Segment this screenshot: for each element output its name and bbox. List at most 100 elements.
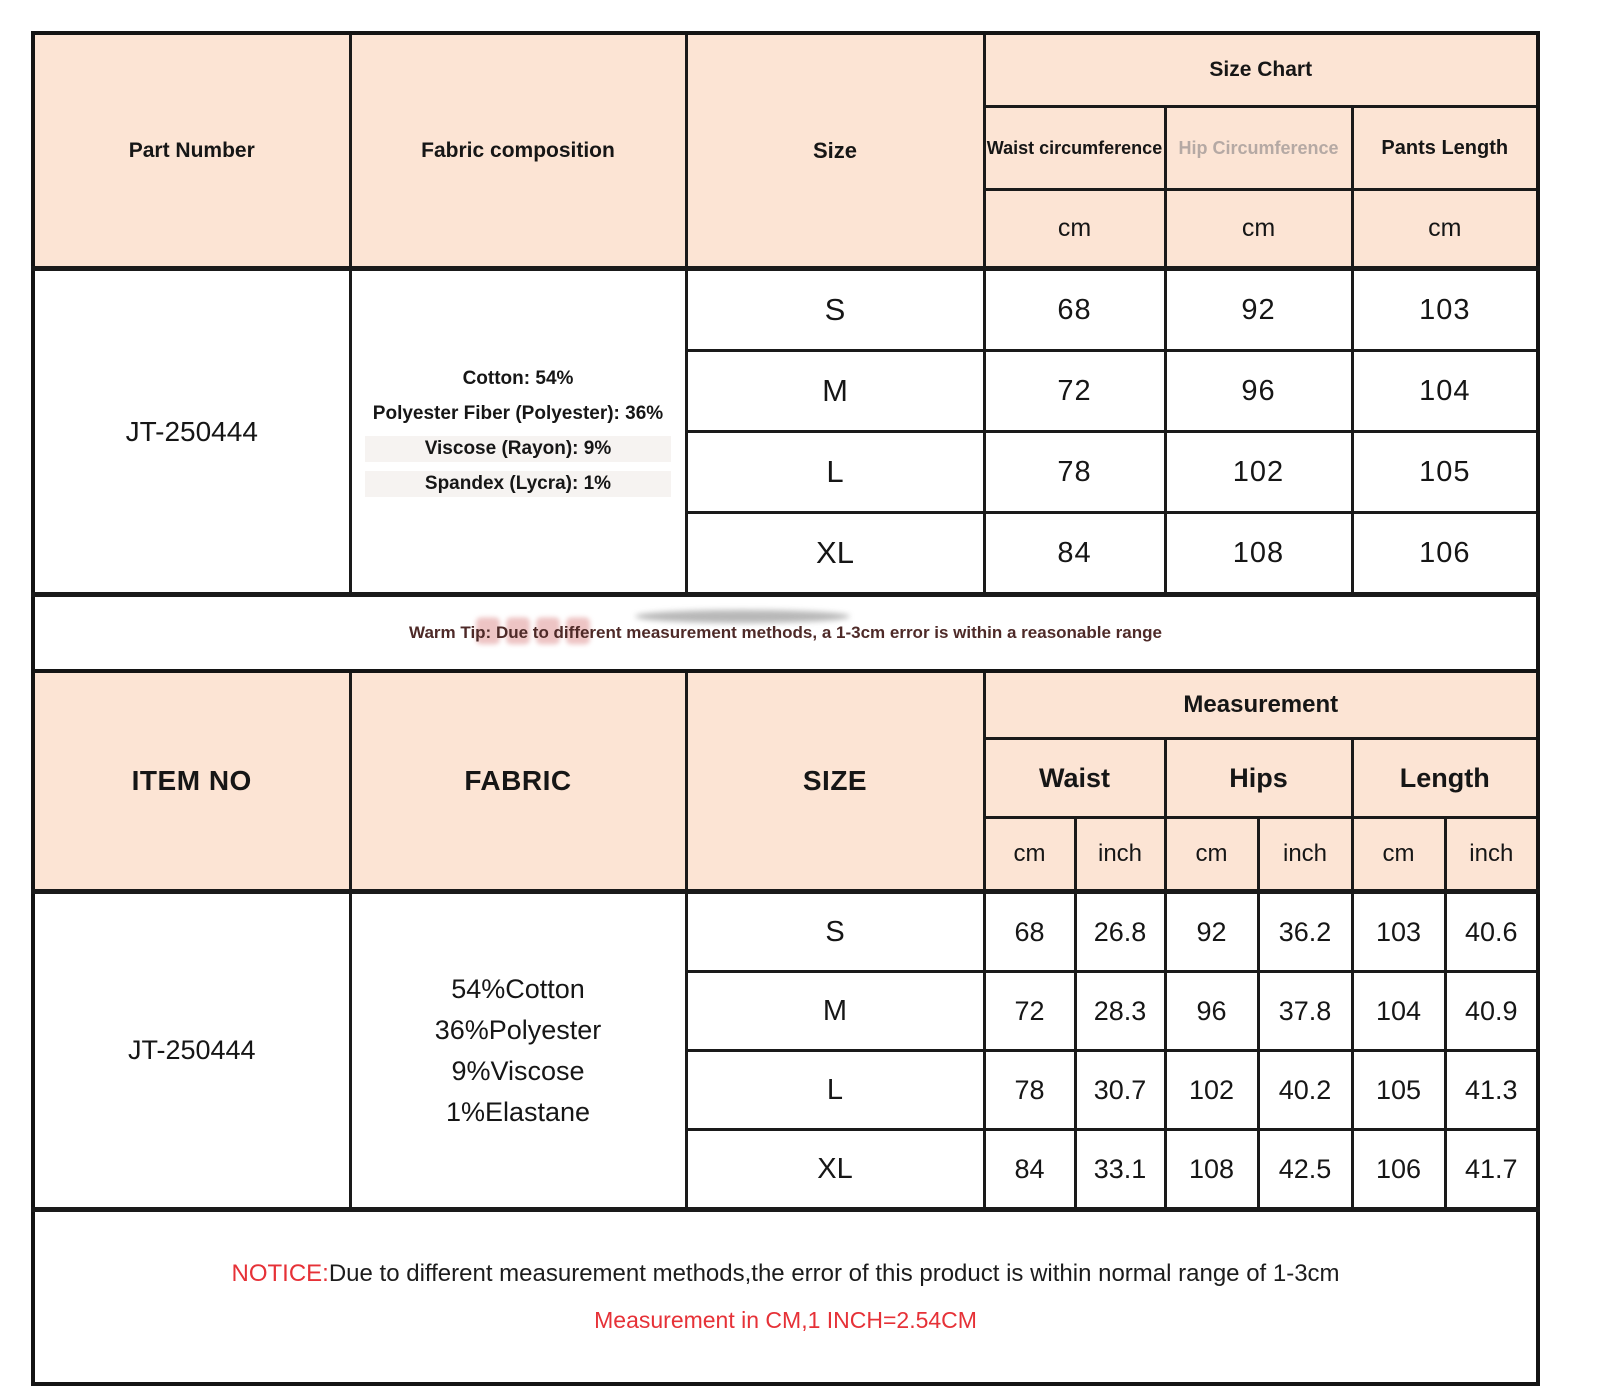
header-item-no: ITEM NO <box>31 669 352 894</box>
hips-inch-cell: 37.8 <box>1256 970 1354 1052</box>
length-inch-cell: 40.6 <box>1443 890 1540 973</box>
unit-cell-waist-cm: cm <box>982 188 1167 271</box>
unit-cell-inch: inch <box>1073 816 1167 894</box>
gray-smudge-artifact <box>635 610 850 623</box>
header-fabric: FABRIC <box>348 669 688 894</box>
size-cell: L <box>684 430 986 514</box>
length-value-cell: 106 <box>1350 511 1540 596</box>
hip-value-cell: 96 <box>1163 349 1354 433</box>
length-cm-cell: 104 <box>1350 970 1447 1052</box>
unit-cell-inch: inch <box>1256 816 1354 894</box>
warm-tip-row: Warm Tip: Due to different measurement m… <box>31 592 1540 673</box>
waist-inch-cell: 26.8 <box>1073 890 1167 973</box>
hips-cm-cell: 108 <box>1163 1128 1260 1211</box>
table-row: M 72 96 104 <box>33 349 1540 433</box>
header-hips: Hips <box>1163 737 1354 819</box>
fabric-line: Polyester Fiber (Polyester): 36% <box>372 403 664 424</box>
fabric-line: 54%Cotton <box>451 973 585 1004</box>
table-row: L 78 102 105 <box>33 430 1540 514</box>
hips-inch-cell: 42.5 <box>1256 1128 1354 1211</box>
unit-cell-hip-cm: cm <box>1163 188 1354 271</box>
waist-cm-cell: 78 <box>982 1049 1077 1131</box>
header-waist: Waist <box>982 737 1167 819</box>
unit-cell-cm: cm <box>1350 816 1447 894</box>
notice-row: NOTICE:Due to different measurement meth… <box>31 1207 1540 1386</box>
unit-cell-length-cm: cm <box>1350 188 1540 271</box>
notice-line-1: NOTICE:Due to different measurement meth… <box>36 1260 1535 1288</box>
table-row: XL 84 33.1 108 42.5 106 41.7 <box>33 1128 1540 1211</box>
length-cm-cell: 103 <box>1350 890 1447 973</box>
fabric-line: Spandex (Lycra): 1% <box>364 471 672 497</box>
size-cell: M <box>684 349 986 433</box>
length-value-cell: 105 <box>1350 430 1540 514</box>
header-waist-circumference: Waist circumference <box>982 105 1167 191</box>
fabric-composition-value: Cotton: 54% Polyester Fiber (Polyester):… <box>348 267 688 596</box>
hips-inch-cell: 40.2 <box>1256 1049 1354 1131</box>
waist-value-cell: 72 <box>982 349 1167 433</box>
waist-inch-cell: 28.3 <box>1073 970 1167 1052</box>
header-fabric-composition: Fabric composition <box>348 31 688 271</box>
waist-inch-cell: 33.1 <box>1073 1128 1167 1211</box>
header-hip-circumference: Hip Circumference <box>1163 105 1354 191</box>
table-row: M 72 28.3 96 37.8 104 40.9 <box>33 970 1540 1052</box>
size-cell: XL <box>684 511 986 596</box>
size-chart-sheet: Part Number Fabric composition Size Size… <box>31 31 1541 1386</box>
table-row: L 78 30.7 102 40.2 105 41.3 <box>33 1049 1540 1131</box>
size-cell: M <box>684 970 986 1052</box>
header-size-chart-group: Size Chart <box>982 31 1540 108</box>
chinese-watermark <box>473 617 593 645</box>
hips-cm-cell: 92 <box>1163 890 1260 973</box>
length-inch-cell: 41.7 <box>1443 1128 1540 1211</box>
waist-value-cell: 78 <box>982 430 1167 514</box>
header-pants-length: Pants Length <box>1350 105 1540 191</box>
fabric-value: 54%Cotton 36%Polyester 9%Viscose 1%Elast… <box>348 890 688 1211</box>
measurement-table: ITEM NO FABRIC SIZE Measurement Waist Hi… <box>31 669 1541 1386</box>
waist-inch-cell: 30.7 <box>1073 1049 1167 1131</box>
waist-cm-cell: 84 <box>982 1128 1077 1211</box>
unit-cell-cm: cm <box>1163 816 1260 894</box>
waist-cm-cell: 72 <box>982 970 1077 1052</box>
header-measurement-group: Measurement <box>982 669 1540 740</box>
hips-cm-cell: 102 <box>1163 1049 1260 1131</box>
length-inch-cell: 40.9 <box>1443 970 1540 1052</box>
notice-text: Due to different measurement methods,the… <box>328 1260 1340 1287</box>
waist-value-cell: 84 <box>982 511 1167 596</box>
table-row: XL 84 108 106 <box>33 511 1540 596</box>
warm-tip-cell: Warm Tip: Due to different measurement m… <box>31 592 1540 673</box>
header-size-2: SIZE <box>684 669 986 894</box>
header-size: Size <box>684 31 986 271</box>
size-cell: XL <box>684 1128 986 1211</box>
hip-value-cell: 108 <box>1163 511 1354 596</box>
size-cell: S <box>684 267 986 352</box>
item-no-value: JT-250444 <box>31 890 352 1211</box>
warm-tip-text: Warm Tip: Due to different measurement m… <box>409 623 1162 642</box>
header-part-number: Part Number <box>31 31 352 271</box>
notice-cell: NOTICE:Due to different measurement meth… <box>31 1207 1540 1386</box>
notice-line-2: Measurement in CM,1 INCH=2.54CM <box>594 1307 977 1333</box>
hips-cm-cell: 96 <box>1163 970 1260 1052</box>
size-cell: L <box>684 1049 986 1131</box>
hip-value-cell: 102 <box>1163 430 1354 514</box>
length-value-cell: 103 <box>1350 267 1540 352</box>
fabric-line: 9%Viscose <box>451 1055 585 1086</box>
fabric-line: Cotton: 54% <box>462 368 574 389</box>
header-length: Length <box>1350 737 1540 819</box>
hip-value-cell: 92 <box>1163 267 1354 352</box>
unit-cell-inch: inch <box>1443 816 1540 894</box>
unit-cell-cm: cm <box>982 816 1077 894</box>
hips-inch-cell: 36.2 <box>1256 890 1354 973</box>
waist-cm-cell: 68 <box>982 890 1077 973</box>
part-number-value: JT-250444 <box>31 267 352 596</box>
waist-value-cell: 68 <box>982 267 1167 352</box>
length-cm-cell: 105 <box>1350 1049 1447 1131</box>
fabric-line: 1%Elastane <box>445 1096 591 1127</box>
fabric-line: 36%Polyester <box>434 1014 602 1045</box>
fabric-line: Viscose (Rayon): 9% <box>364 436 672 462</box>
table-row: JT-250444 54%Cotton 36%Polyester 9%Visco… <box>31 890 1540 1211</box>
notice-label: NOTICE: <box>231 1260 329 1287</box>
size-chart-table: Part Number Fabric composition Size Size… <box>31 31 1541 673</box>
length-value-cell: 104 <box>1350 349 1540 433</box>
length-cm-cell: 106 <box>1350 1128 1447 1211</box>
size-cell: S <box>684 890 986 973</box>
table-row: JT-250444 Cotton: 54% Polyester Fiber (P… <box>31 267 1540 596</box>
